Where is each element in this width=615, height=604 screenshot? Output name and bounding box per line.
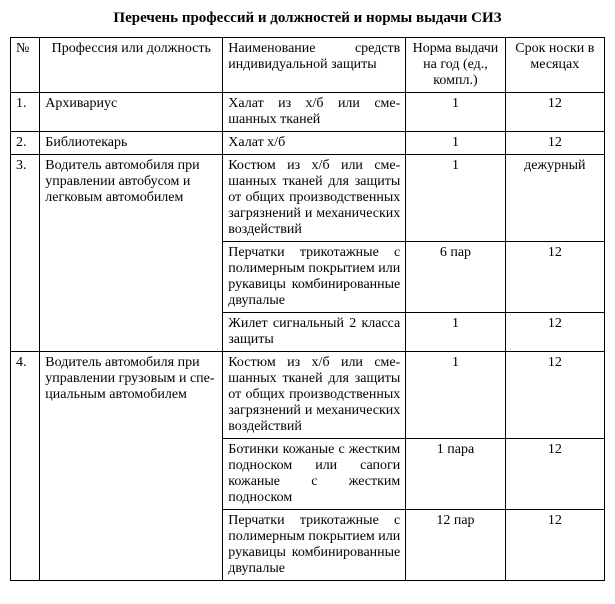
row-norm: 1 (406, 93, 505, 132)
row-item: Перчатки трикотажные с полимерным покрыт… (223, 510, 406, 581)
row-profession: Архивариус (40, 93, 223, 132)
header-profession: Профессия или должность (40, 38, 223, 93)
table-row: Жилет сигнальный 2 класса защиты 1 12 (11, 313, 605, 352)
row-item: Ботинки кожаные с жестким подноском или … (223, 439, 406, 510)
table-row: 3. Водитель автомобиля при управлении ав… (11, 155, 605, 242)
row-norm: 1 (406, 155, 505, 242)
header-num: № (11, 38, 40, 93)
table-row: Перчатки трикотажные с полимерным покрыт… (11, 242, 605, 313)
header-item: Наименование средств индивидуальной защи… (223, 38, 406, 93)
row-wear: дежурный (505, 155, 604, 242)
siz-table: № Профессия или должность Наименование с… (10, 37, 605, 581)
table-row: Перчатки трикотажные с полимерным покрыт… (11, 510, 605, 581)
row-profession: Библиотекарь (40, 132, 223, 155)
row-profession: Водитель автомобиля при управлении автоб… (40, 155, 223, 242)
row-wear: 12 (505, 510, 604, 581)
header-row: № Профессия или должность Наименование с… (11, 38, 605, 93)
row-profession: Водитель автомобиля при управлении грузо… (40, 352, 223, 439)
header-norm: Норма выда­чи на год (ед., компл.) (406, 38, 505, 93)
header-wear: Срок носки в месяцах (505, 38, 604, 93)
row-num-empty (11, 242, 40, 313)
row-norm: 1 (406, 352, 505, 439)
table-row: 2. Библиотекарь Халат х/б 1 12 (11, 132, 605, 155)
row-item: Перчатки трикотажные с полимерным покрыт… (223, 242, 406, 313)
row-wear: 12 (505, 132, 604, 155)
row-wear: 12 (505, 313, 604, 352)
row-profession-empty (40, 313, 223, 352)
row-item: Халат из х/б или сме­шанных тканей (223, 93, 406, 132)
table-row: Ботинки кожаные с жестким подноском или … (11, 439, 605, 510)
row-wear: 12 (505, 352, 604, 439)
row-item: Жилет сигнальный 2 класса защиты (223, 313, 406, 352)
document-title: Перечень профессий и должностей и нормы … (10, 10, 605, 27)
row-item: Костюм из х/б или сме­шанных тканей для … (223, 352, 406, 439)
row-num: 2. (11, 132, 40, 155)
row-num-empty (11, 439, 40, 510)
row-norm: 1 пара (406, 439, 505, 510)
row-num: 1. (11, 93, 40, 132)
row-num-empty (11, 313, 40, 352)
row-profession-empty (40, 242, 223, 313)
row-norm: 1 (406, 313, 505, 352)
row-norm: 1 (406, 132, 505, 155)
row-wear: 12 (505, 439, 604, 510)
row-wear: 12 (505, 242, 604, 313)
row-profession-empty (40, 510, 223, 581)
row-item: Костюм из х/б или сме­шанных тканей для … (223, 155, 406, 242)
row-num: 4. (11, 352, 40, 439)
table-row: 4. Водитель автомобиля при управлении гр… (11, 352, 605, 439)
row-num-empty (11, 510, 40, 581)
row-norm: 12 пар (406, 510, 505, 581)
table-row: 1. Архивариус Халат из х/б или сме­шанны… (11, 93, 605, 132)
row-profession-empty (40, 439, 223, 510)
row-num: 3. (11, 155, 40, 242)
row-wear: 12 (505, 93, 604, 132)
row-item: Халат х/б (223, 132, 406, 155)
row-norm: 6 пар (406, 242, 505, 313)
